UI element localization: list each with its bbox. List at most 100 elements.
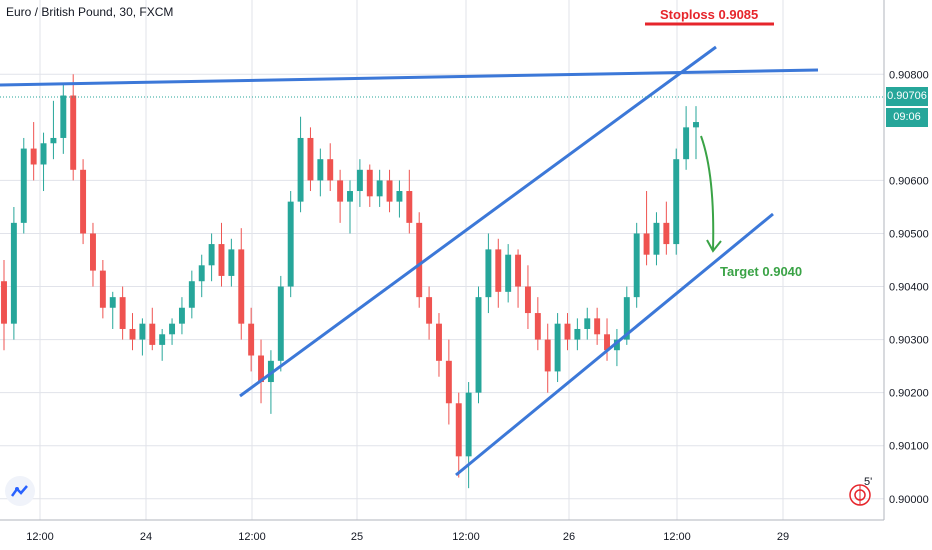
- projection-arrow[interactable]: [700, 135, 715, 251]
- candle-body: [426, 297, 433, 324]
- candle-body: [40, 143, 47, 165]
- candle[interactable]: [228, 238, 235, 287]
- candle[interactable]: [633, 222, 640, 308]
- candle[interactable]: [347, 180, 353, 234]
- candle-body: [267, 360, 274, 383]
- candle[interactable]: [70, 74, 77, 181]
- candle[interactable]: [406, 169, 413, 234]
- candle[interactable]: [40, 132, 47, 192]
- candle[interactable]: [60, 84, 67, 154]
- candle[interactable]: [574, 318, 581, 351]
- channel-upper-trendline[interactable]: [239, 45, 717, 398]
- tradingview-logo[interactable]: [5, 476, 35, 506]
- candle[interactable]: [50, 100, 57, 160]
- price-axis[interactable]: 0.90800 0.90600 0.90500 0.90400 0.90300 0.902…: [889, 69, 929, 505]
- candle[interactable]: [218, 222, 225, 287]
- settings-icon[interactable]: [848, 483, 872, 507]
- candle[interactable]: [643, 191, 650, 266]
- candle-body: [584, 318, 591, 329]
- candle[interactable]: [119, 286, 126, 340]
- candle[interactable]: [604, 318, 610, 361]
- candle[interactable]: [307, 127, 314, 192]
- candle[interactable]: [386, 169, 393, 213]
- candle[interactable]: [317, 148, 324, 197]
- candle[interactable]: [495, 238, 502, 308]
- candle-body: [10, 222, 17, 324]
- candle-body: [119, 297, 126, 329]
- candle[interactable]: [297, 116, 304, 213]
- candle[interactable]: [10, 206, 17, 340]
- candle-body: [20, 148, 27, 223]
- candle[interactable]: [436, 313, 442, 377]
- candle[interactable]: [653, 212, 660, 266]
- candle[interactable]: [544, 323, 551, 393]
- candle[interactable]: [673, 148, 680, 255]
- candle[interactable]: [356, 159, 363, 207]
- candle[interactable]: [1, 260, 7, 351]
- time-axis[interactable]: 12:00 24 12:00 25 12:00 26 12:00 29: [26, 531, 789, 543]
- candle[interactable]: [584, 307, 591, 340]
- stoploss-label: Stoploss 0.9085: [660, 7, 759, 22]
- candle[interactable]: [149, 307, 156, 351]
- candle[interactable]: [376, 169, 383, 207]
- candle-body: [297, 137, 304, 202]
- candle[interactable]: [20, 137, 27, 234]
- candle-body: [633, 233, 640, 298]
- candle[interactable]: [327, 143, 334, 192]
- candle-body: [307, 137, 314, 181]
- candle[interactable]: [594, 307, 601, 345]
- candle[interactable]: [554, 313, 561, 383]
- candle-body: [406, 191, 413, 223]
- candle[interactable]: [90, 222, 96, 287]
- time-tick-label: 24: [140, 531, 152, 543]
- candle[interactable]: [505, 244, 512, 303]
- channel-lower-trendline[interactable]: [455, 212, 774, 477]
- candle[interactable]: [693, 106, 699, 160]
- candle[interactable]: [188, 270, 195, 319]
- candle[interactable]: [683, 106, 690, 170]
- candle[interactable]: [159, 328, 166, 361]
- candle[interactable]: [30, 122, 37, 181]
- candle[interactable]: [445, 339, 452, 425]
- candle[interactable]: [287, 191, 294, 298]
- candle[interactable]: [515, 249, 522, 308]
- candle-body: [436, 323, 442, 361]
- candle[interactable]: [366, 164, 373, 207]
- candle[interactable]: [258, 339, 264, 404]
- candle[interactable]: [564, 313, 571, 351]
- candle[interactable]: [267, 350, 274, 414]
- candle[interactable]: [475, 286, 482, 404]
- candle[interactable]: [396, 180, 403, 218]
- candle[interactable]: [534, 297, 541, 351]
- candle[interactable]: [337, 169, 344, 223]
- candle[interactable]: [139, 318, 146, 356]
- candle[interactable]: [455, 392, 462, 478]
- candle[interactable]: [485, 233, 492, 314]
- candle-body: [564, 323, 571, 340]
- logo-icon: [11, 485, 28, 497]
- candle[interactable]: [465, 382, 472, 489]
- candle[interactable]: [524, 265, 531, 329]
- candle[interactable]: [238, 228, 245, 340]
- candle[interactable]: [109, 291, 116, 329]
- candle[interactable]: [178, 297, 185, 335]
- candle[interactable]: [277, 275, 284, 372]
- candle-body: [277, 286, 284, 361]
- countdown-badge: 09:06: [886, 108, 928, 127]
- candle[interactable]: [208, 233, 215, 282]
- candle[interactable]: [663, 201, 670, 255]
- price-tick-label: 0.90100: [889, 441, 929, 453]
- candle[interactable]: [416, 212, 423, 308]
- candle-body: [129, 328, 136, 340]
- candle[interactable]: [198, 254, 205, 298]
- resistance-trendline[interactable]: [0, 68, 819, 87]
- candle-body: [70, 95, 77, 170]
- candle[interactable]: [426, 286, 433, 340]
- candle[interactable]: [80, 159, 87, 245]
- candle[interactable]: [169, 318, 176, 345]
- candle[interactable]: [99, 260, 106, 319]
- candle[interactable]: [613, 328, 620, 367]
- candle[interactable]: [129, 313, 136, 351]
- candle[interactable]: [248, 307, 255, 372]
